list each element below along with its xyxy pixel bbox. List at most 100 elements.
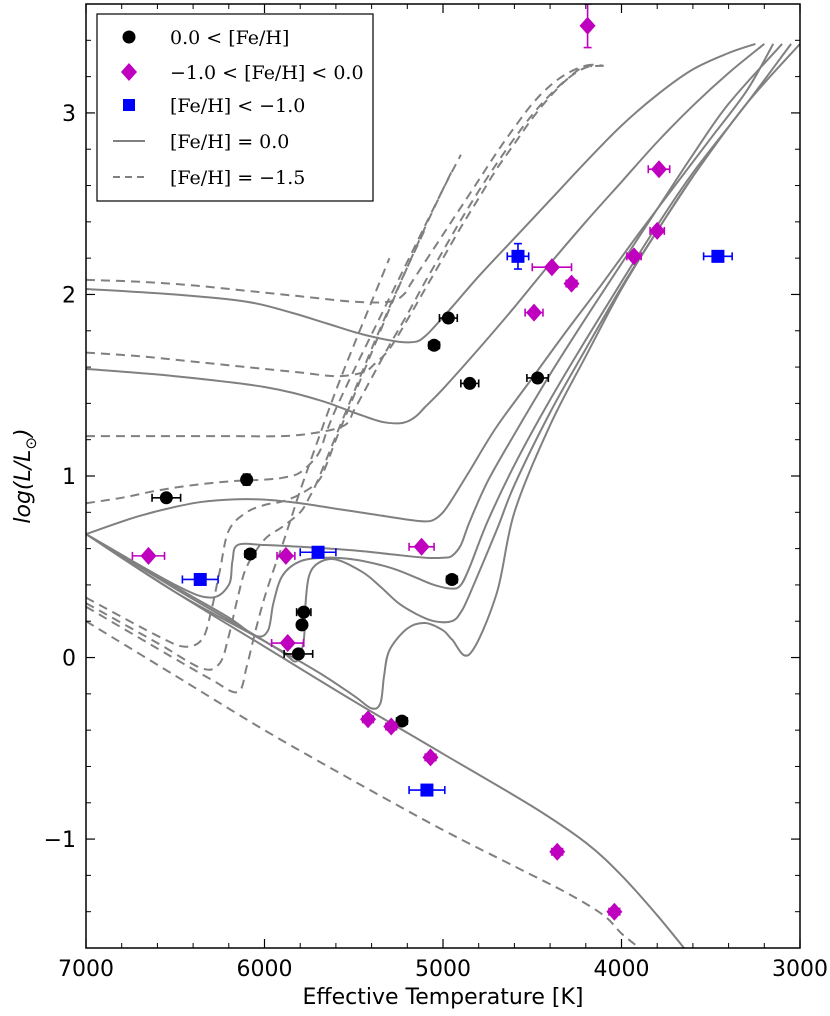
- circle-data-point: [243, 547, 257, 561]
- circle-marker: [243, 547, 257, 561]
- circle-data-point: [151, 491, 182, 505]
- diamond-data-point: [549, 842, 566, 861]
- isochrone-solid-track: [86, 43, 783, 599]
- y-tick-label: 1: [62, 465, 76, 490]
- isochrone-dashed-track: [86, 154, 462, 505]
- circle-data-point: [283, 647, 314, 661]
- diamond-data-point: [579, 4, 596, 49]
- diamond-data-point: [649, 221, 666, 240]
- isochrone-dashed-track: [86, 64, 595, 304]
- square-data-point: [702, 249, 733, 263]
- circle-data-point: [427, 338, 441, 352]
- circle-data-point: [445, 572, 459, 586]
- diamond-marker: [140, 546, 157, 565]
- diamond-marker: [360, 710, 377, 729]
- circle-marker: [291, 647, 305, 661]
- legend-marker-diamond: [121, 63, 137, 81]
- isochrone-solid-track: [86, 43, 792, 638]
- circle-marker: [531, 371, 545, 385]
- diamond-data-point: [276, 546, 296, 565]
- square-marker: [711, 249, 725, 263]
- diamond-marker: [543, 258, 560, 277]
- circle-data-point: [295, 605, 312, 619]
- x-axis-label: Effective Temperature [K]: [303, 985, 584, 1010]
- diamond-data-point: [422, 748, 439, 767]
- axis-ticks: 7000 6000 5000 4000 3000 −1 0 1 2 3: [44, 3, 828, 982]
- diamond-marker: [413, 537, 430, 556]
- x-tick-label: 3000: [772, 957, 828, 982]
- x-tick-label: 6000: [237, 957, 293, 982]
- diamond-data-point: [360, 710, 377, 729]
- legend-label-isochrone-1: [Fe/H] = −1.5: [170, 167, 305, 189]
- circle-marker: [295, 618, 309, 632]
- legend-label-series-2: [Fe/H] < −1.0: [170, 95, 305, 117]
- circle-marker: [297, 605, 311, 619]
- y-tick-label: −1: [44, 828, 76, 853]
- square-data-point: [299, 545, 337, 559]
- diamond-marker: [526, 303, 543, 322]
- x-tick-label: 5000: [415, 957, 471, 982]
- legend: 0.0 < [Fe/H] −1.0 < [Fe/H] < 0.0 [Fe/H] …: [96, 13, 374, 202]
- x-tick-label: 4000: [594, 957, 650, 982]
- diamond-marker: [606, 902, 623, 921]
- circle-data-point: [438, 311, 459, 325]
- circle-marker: [427, 338, 441, 352]
- svg-text:log(L/L⊙): log(L/L⊙): [11, 428, 40, 523]
- isochrone-dashed-track: [86, 620, 641, 948]
- square-data-point: [181, 572, 219, 586]
- legend-marker-circle: [122, 30, 136, 44]
- diamond-marker: [279, 634, 296, 653]
- diamond-marker: [383, 717, 400, 736]
- legend-marker-square: [123, 99, 135, 111]
- circle-data-point: [460, 376, 480, 390]
- diamond-marker: [277, 546, 294, 565]
- y-axis-label: log(L/L⊙): [11, 428, 40, 523]
- diamond-data-point: [563, 274, 580, 293]
- legend-label-series-1: −1.0 < [Fe/H] < 0.0: [170, 62, 364, 84]
- data-points-layer: [131, 4, 733, 921]
- y-tick-label: 3: [62, 102, 76, 127]
- circle-marker: [463, 376, 477, 390]
- square-data-point: [408, 783, 446, 797]
- diamond-data-point: [531, 258, 573, 277]
- circle-data-point: [526, 371, 550, 385]
- diamond-data-point: [647, 160, 671, 179]
- square-data-point: [506, 242, 530, 270]
- square-marker: [420, 783, 434, 797]
- isochrone-dashed-track: [86, 64, 604, 438]
- isochrone-dashed-track: [86, 63, 604, 378]
- diamond-marker: [422, 748, 439, 767]
- legend-label-isochrone-0: [Fe/H] = 0.0: [170, 131, 289, 153]
- diamond-marker: [649, 221, 666, 240]
- diamond-data-point: [524, 303, 544, 322]
- diamond-data-point: [270, 634, 305, 653]
- isochrone-solid-track: [86, 43, 765, 425]
- diamond-marker: [563, 274, 580, 293]
- y-tick-label: 2: [62, 283, 76, 308]
- isochrone-dashed-track: [86, 257, 391, 694]
- diamond-data-point: [625, 247, 642, 266]
- isochrone-layer: [86, 42, 800, 948]
- circle-marker: [395, 714, 409, 728]
- circle-data-point: [240, 473, 254, 487]
- diamond-data-point: [408, 537, 435, 556]
- x-tick-label: 7000: [58, 957, 114, 982]
- isochrone-solid-track: [86, 175, 694, 710]
- circle-data-point: [295, 618, 309, 632]
- legend-box: [96, 13, 374, 202]
- circle-marker: [159, 491, 173, 505]
- circle-marker: [240, 473, 254, 487]
- y-tick-label: 0: [62, 647, 76, 672]
- square-marker: [193, 572, 207, 586]
- diamond-marker: [579, 16, 596, 35]
- diamond-marker: [549, 842, 566, 861]
- isochrone-solid-track: [86, 533, 685, 948]
- diamond-marker: [650, 160, 667, 179]
- circle-marker: [441, 311, 455, 325]
- plot-frame: [85, 3, 801, 949]
- diamond-data-point: [606, 902, 623, 921]
- square-marker: [511, 249, 525, 263]
- square-marker: [311, 545, 325, 559]
- diamond-data-point: [131, 546, 166, 565]
